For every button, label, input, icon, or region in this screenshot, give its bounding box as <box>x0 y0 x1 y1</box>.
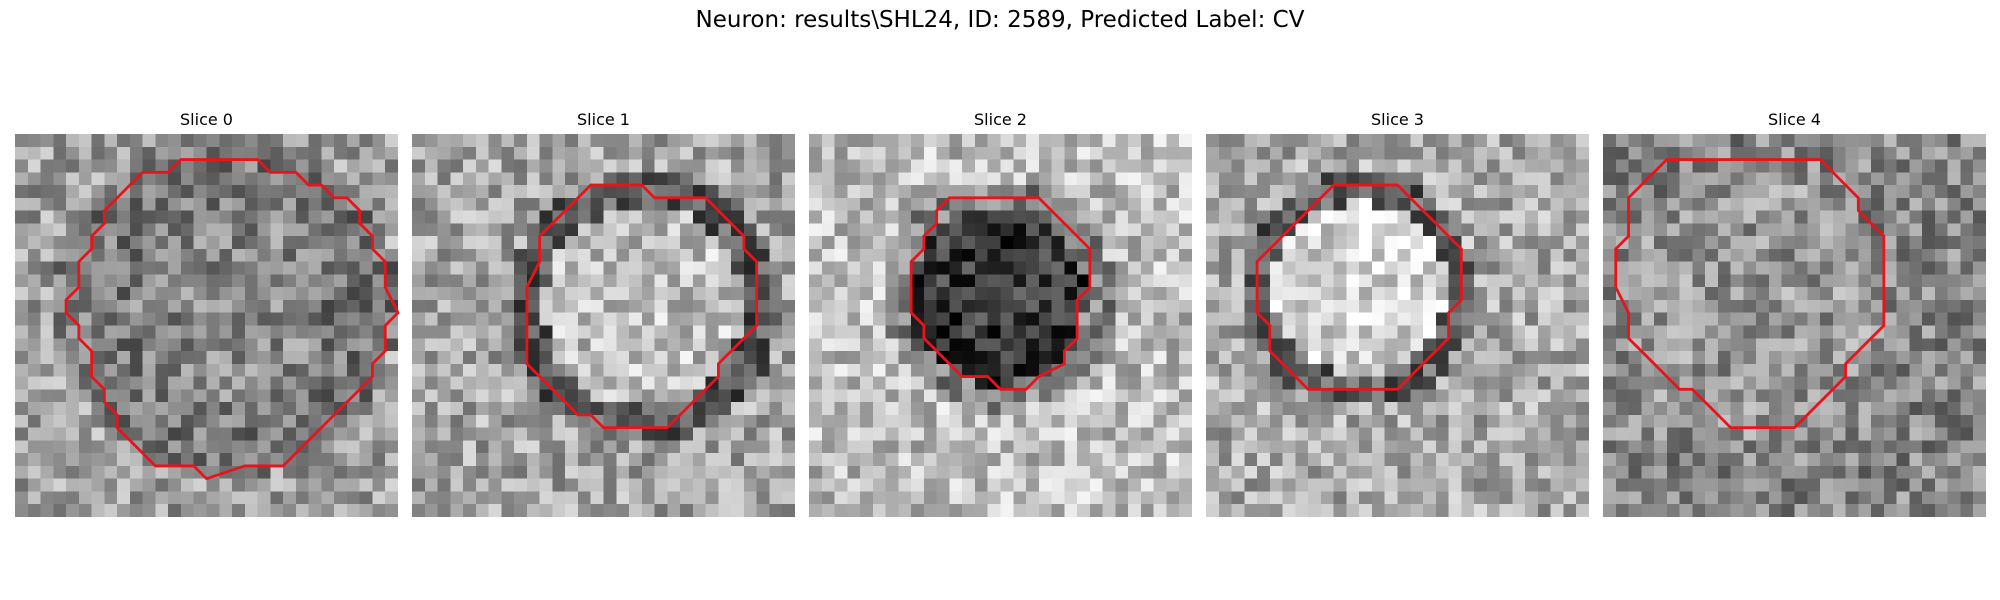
slice-panel-1: Slice 1 <box>412 108 795 517</box>
slice-image <box>1603 134 1986 517</box>
slice-title: Slice 2 <box>974 110 1027 129</box>
contour-line <box>1614 158 1886 430</box>
slice-image <box>412 134 795 517</box>
contour-overlay <box>525 183 759 430</box>
contour-overlay <box>909 196 1092 391</box>
slice-title: Slice 1 <box>577 110 630 129</box>
slice-panel-0: Slice 0 <box>15 108 400 517</box>
contour-line <box>525 183 759 430</box>
slice-title: Slice 0 <box>180 110 233 129</box>
slice-image-wrap <box>1603 134 1986 517</box>
contour-overlay <box>64 158 400 481</box>
figure-title: Neuron: results\SHL24, ID: 2589, Predict… <box>695 7 1305 33</box>
slice-image-wrap <box>809 134 1192 517</box>
slice-panel-4: Slice 4 <box>1603 108 1986 517</box>
slice-title: Slice 3 <box>1371 110 1424 129</box>
slice-panel-3: Slice 3 <box>1206 108 1589 517</box>
contour-overlay <box>1255 183 1463 391</box>
slice-title: Slice 4 <box>1768 110 1821 129</box>
slice-image-wrap <box>412 134 795 517</box>
slice-image-wrap <box>1206 134 1589 517</box>
slice-panel-2: Slice 2 <box>809 108 1192 517</box>
contour-line <box>1255 183 1463 391</box>
contour-line <box>64 158 400 481</box>
slice-image-wrap <box>15 134 400 517</box>
contour-overlay <box>1614 158 1886 430</box>
contour-line <box>909 196 1092 391</box>
